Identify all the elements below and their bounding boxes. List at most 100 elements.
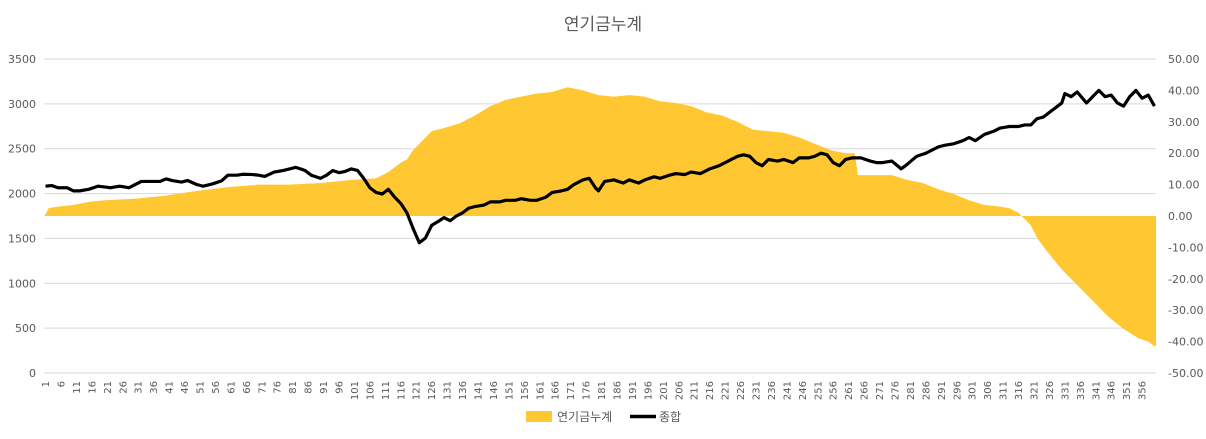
legend[interactable]: 연기금누계 종합 [526, 410, 681, 424]
x-axis-tick-label: 186 [612, 381, 623, 400]
right-axis-tick-label: 10.00 [1168, 179, 1200, 192]
right-axis-tick-label: -20.00 [1168, 273, 1203, 286]
x-axis-tick-label: 221 [721, 381, 732, 400]
x-axis-tick-label: 216 [705, 381, 716, 400]
right-axis-tick-label: 30.00 [1168, 116, 1200, 129]
x-axis-tick-label: 231 [751, 381, 762, 400]
x-axis-tick-label: 261 [844, 381, 855, 400]
x-axis-tick-label: 331 [1060, 381, 1071, 400]
x-axis-tick-label: 351 [1122, 381, 1133, 400]
x-axis-tick-label: 6 [56, 381, 67, 387]
x-axis-tick-label: 21 [103, 381, 114, 394]
left-axis: 0 500 1000 1500 2000 2500 3000 3500 [8, 53, 36, 380]
right-axis-tick-label: 0.00 [1168, 210, 1193, 223]
x-axis-tick-label: 71 [257, 381, 268, 394]
x-axis-tick-label: 111 [381, 381, 392, 400]
x-axis-tick-label: 336 [1076, 381, 1087, 400]
x-axis-tick-label: 306 [983, 381, 994, 400]
legend-label-area: 연기금누계 [557, 410, 612, 424]
x-axis-tick-label: 86 [304, 381, 315, 394]
x-axis-tick-label: 146 [489, 381, 500, 400]
x-axis-tick-label: 196 [643, 381, 654, 400]
x-axis-tick-label: 346 [1107, 381, 1118, 400]
x-axis-tick-label: 41 [165, 381, 176, 394]
legend-swatch-area [526, 411, 552, 422]
x-axis-tick-label: 11 [72, 381, 83, 394]
right-axis: -50.00 -40.00 -30.00 -20.00 -10.00 0.00 10.00 2… [1168, 53, 1203, 380]
area-series [44, 87, 1156, 347]
x-axis-tick-label: 321 [1029, 381, 1040, 400]
x-axis-tick-label: 136 [458, 381, 469, 400]
x-axis-tick-label: 226 [736, 381, 747, 400]
x-axis-tick-label: 256 [829, 381, 840, 400]
x-axis-tick-label: 246 [798, 381, 809, 400]
x-axis-tick-label: 176 [582, 381, 593, 400]
right-axis-tick-label: 50.00 [1168, 53, 1200, 66]
left-axis-tick-label: 1000 [8, 277, 36, 290]
line-series [45, 88, 1156, 245]
x-axis-tick-label: 211 [690, 381, 701, 400]
left-axis-tick-label: 3000 [8, 98, 36, 111]
x-axis-tick-label: 316 [1014, 381, 1025, 400]
legend-label-line: 종합 [659, 410, 681, 424]
line-series-layer [45, 88, 1156, 245]
x-axis-tick-label: 241 [782, 381, 793, 400]
x-axis-tick-label: 151 [504, 381, 515, 400]
x-axis-tick-label: 236 [767, 381, 778, 400]
right-axis-tick-label: -40.00 [1168, 336, 1203, 349]
x-axis-tick-label: 161 [535, 381, 546, 400]
x-axis-tick-label: 36 [149, 381, 160, 394]
x-axis-tick-label: 121 [412, 381, 423, 400]
x-axis-tick-label: 251 [813, 381, 824, 400]
x-axis-tick-label: 26 [118, 381, 129, 394]
x-axis-tick-label: 166 [551, 381, 562, 400]
x-axis: 1 6 11 16 21 26 31 36 41 46 51 56 61 66 71 76 81 86 91 96 10… [41, 381, 1149, 400]
x-axis-tick-label: 101 [350, 381, 361, 400]
right-axis-tick-label: 40.00 [1168, 84, 1200, 97]
left-axis-tick-label: 1500 [8, 232, 36, 245]
left-axis-tick-label: 500 [15, 322, 36, 335]
x-axis-tick-label: 56 [211, 381, 222, 394]
left-axis-tick-label: 2000 [8, 188, 36, 201]
area-series-layer [44, 87, 1156, 347]
x-axis-tick-label: 171 [566, 381, 577, 400]
x-axis-tick-label: 126 [427, 381, 438, 400]
right-axis-tick-label: -30.00 [1168, 304, 1203, 317]
x-axis-tick-label: 116 [396, 381, 407, 400]
x-axis-tick-label: 131 [443, 381, 454, 400]
right-axis-tick-label: 20.00 [1168, 147, 1200, 160]
x-axis-tick-label: 301 [968, 381, 979, 400]
x-axis-tick-label: 286 [921, 381, 932, 400]
x-axis-tick-label: 356 [1138, 381, 1149, 400]
x-axis-tick-label: 81 [288, 381, 299, 394]
x-axis-tick-label: 281 [906, 381, 917, 400]
x-axis-tick-label: 181 [597, 381, 608, 400]
x-axis-tick-label: 61 [226, 381, 237, 394]
x-axis-tick-label: 291 [937, 381, 948, 400]
x-axis-tick-label: 106 [365, 381, 376, 400]
x-axis-tick-label: 326 [1045, 381, 1056, 400]
x-axis-tick-label: 341 [1091, 381, 1102, 400]
left-axis-tick-label: 0 [29, 367, 36, 380]
x-axis-tick-label: 96 [334, 381, 345, 394]
x-axis-tick-label: 271 [875, 381, 886, 400]
x-axis-tick-label: 91 [319, 381, 330, 394]
x-axis-tick-label: 191 [628, 381, 639, 400]
left-axis-tick-label: 2500 [8, 143, 36, 156]
x-axis-tick-label: 156 [520, 381, 531, 400]
x-axis-tick-label: 266 [860, 381, 871, 400]
x-axis-tick-label: 1 [41, 381, 52, 387]
chart-title: 연기금누계 [564, 15, 642, 35]
x-axis-tick-label: 51 [195, 381, 206, 394]
right-axis-tick-label: -10.00 [1168, 241, 1203, 254]
right-axis-tick-label: -50.00 [1168, 367, 1203, 380]
x-axis-tick-label: 206 [674, 381, 685, 400]
x-axis-tick-label: 311 [999, 381, 1010, 400]
x-axis-tick-label: 201 [659, 381, 670, 400]
x-axis-tick-label: 16 [87, 381, 98, 394]
x-axis-tick-label: 76 [273, 381, 284, 394]
left-axis-tick-label: 3500 [8, 53, 36, 66]
x-axis-tick-label: 276 [890, 381, 901, 400]
